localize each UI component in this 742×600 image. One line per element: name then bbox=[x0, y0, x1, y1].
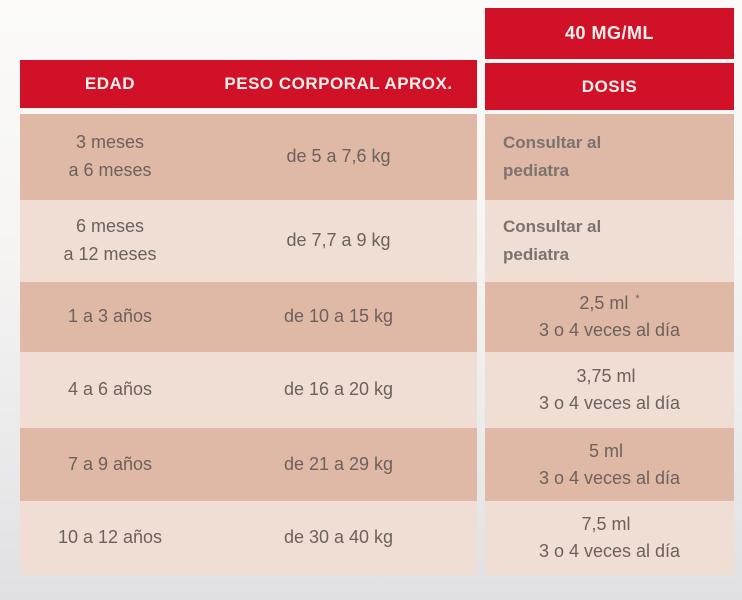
dose-line-2: pediatra bbox=[503, 161, 570, 180]
age-weight-rows: 3 meses a 6 meses de 5 a 7,6 kg 6 meses … bbox=[20, 114, 477, 575]
weight-column-header: PESO CORPORAL APROX. bbox=[224, 74, 453, 93]
dose-line-2: 3 o 4 veces al día bbox=[538, 393, 681, 413]
dose-row: 7,5 ml 3 o 4 veces al día bbox=[485, 501, 734, 575]
dose-row: 5 ml 3 o 4 veces al día bbox=[485, 428, 734, 501]
dose-line-1: Consultar al bbox=[503, 132, 602, 152]
dose-line-1: 7,5 ml bbox=[581, 514, 631, 534]
dose-line-2: 3 o 4 veces al día bbox=[538, 541, 681, 561]
age-cell: 10 a 12 años bbox=[57, 527, 163, 548]
table-row: 6 meses a 12 meses de 7,7 a 9 kg bbox=[20, 200, 477, 282]
concentration-header: 40 MG/ML bbox=[485, 8, 734, 59]
dose-line-2: pediatra bbox=[503, 245, 570, 264]
age-cell: 6 meses a 12 meses bbox=[63, 216, 157, 264]
dose-column-label: DOSIS bbox=[581, 76, 638, 96]
table-row: 10 a 12 años de 30 a 40 kg bbox=[20, 501, 477, 575]
age-cell: 1 a 3 años bbox=[67, 306, 153, 327]
dose-line-1: 5 ml bbox=[588, 440, 623, 461]
table-row: 3 meses a 6 meses de 5 a 7,6 kg bbox=[20, 114, 477, 200]
dose-column-header: DOSIS bbox=[485, 63, 734, 110]
dose-line-2: 3 o 4 veces al día bbox=[538, 467, 681, 488]
weight-cell: de 30 a 40 kg bbox=[283, 527, 394, 548]
dose-line-1: 3,75 ml bbox=[576, 366, 636, 386]
dose-row: Consultar al pediatra bbox=[485, 114, 734, 200]
table-header-left: EDAD PESO CORPORAL APROX. bbox=[20, 60, 477, 108]
table-row: 7 a 9 años de 21 a 29 kg bbox=[20, 428, 477, 501]
dose-row: Consultar al pediatra bbox=[485, 200, 734, 282]
dose-line-2: 3 o 4 veces al día bbox=[538, 320, 681, 340]
table-row: 4 a 6 años de 16 a 20 kg bbox=[20, 352, 477, 428]
dose-row: 2,5 ml * 3 o 4 veces al día bbox=[485, 282, 734, 352]
asterisk-note: * bbox=[635, 293, 640, 305]
dose-rows: Consultar al pediatra Consultar al pedia… bbox=[485, 114, 734, 575]
concentration-label: 40 MG/ML bbox=[564, 23, 654, 43]
dose-row: 3,75 ml 3 o 4 veces al día bbox=[485, 352, 734, 428]
table-row: 1 a 3 años de 10 a 15 kg bbox=[20, 282, 477, 352]
weight-cell: de 5 a 7,6 kg bbox=[286, 146, 391, 167]
weight-cell: de 16 a 20 kg bbox=[283, 379, 394, 400]
age-cell: 3 meses a 6 meses bbox=[68, 132, 152, 180]
weight-cell: de 7,7 a 9 kg bbox=[286, 230, 391, 251]
age-cell: 4 a 6 años bbox=[67, 379, 153, 400]
age-column-header: EDAD bbox=[84, 74, 136, 93]
dose-line-1: 2,5 ml * bbox=[579, 293, 640, 313]
age-cell: 7 a 9 años bbox=[67, 453, 153, 474]
weight-cell: de 21 a 29 kg bbox=[283, 453, 394, 474]
weight-cell: de 10 a 15 kg bbox=[283, 306, 394, 327]
dose-line-1: Consultar al bbox=[503, 216, 602, 236]
